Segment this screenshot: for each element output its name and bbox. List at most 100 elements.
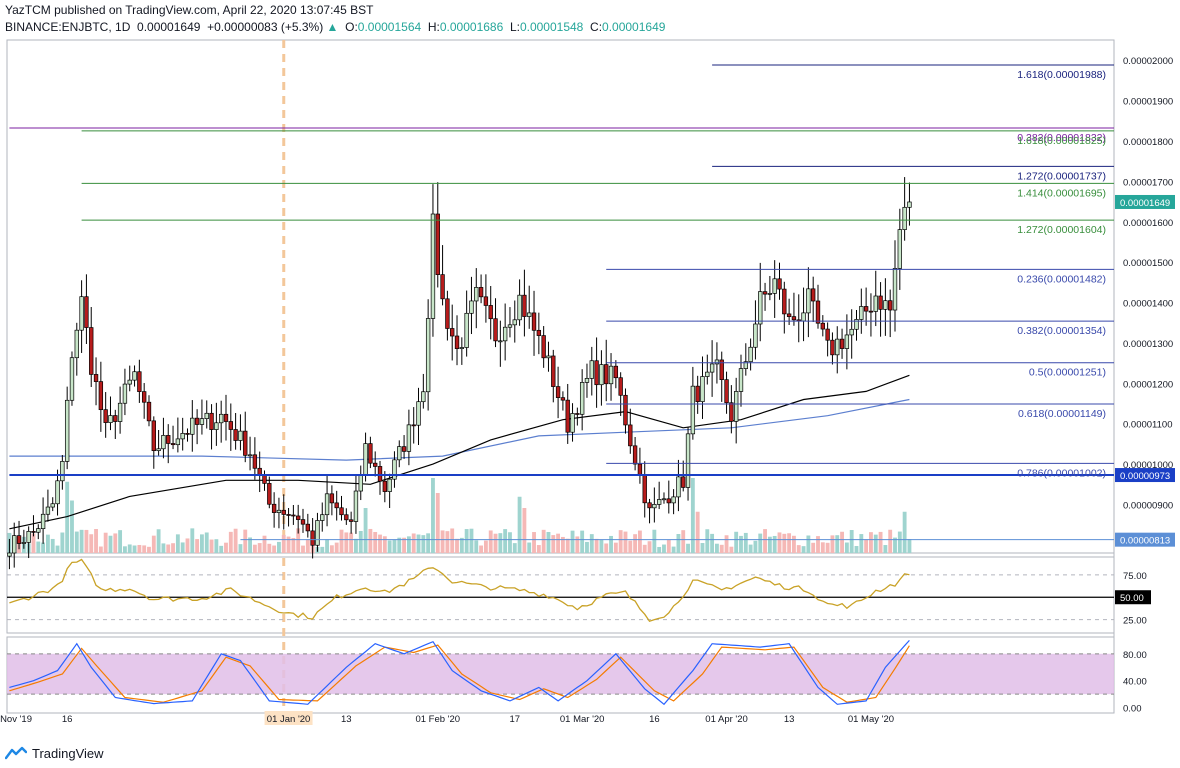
volume-bar — [103, 532, 108, 553]
candle-body — [695, 385, 700, 403]
candle-body — [637, 463, 643, 476]
volume-bar — [585, 541, 589, 553]
volume-bar — [782, 533, 787, 553]
candle-body — [108, 415, 113, 423]
rsi-tick-label: 75.00 — [1123, 571, 1147, 582]
candle-body — [541, 335, 546, 359]
volume-bar — [147, 546, 151, 553]
volume-bar — [411, 533, 416, 553]
candle-body — [719, 359, 724, 381]
candle-body — [79, 296, 84, 331]
candle-body — [459, 347, 465, 349]
ma-short-line — [9, 374, 910, 530]
volume-bar — [161, 543, 166, 553]
candle-body — [74, 329, 79, 359]
price-badge — [1115, 468, 1175, 483]
volume-bar — [849, 530, 854, 553]
volume-bar — [551, 535, 556, 553]
volume-bar — [859, 534, 864, 553]
candle-body — [873, 295, 878, 312]
candle-body — [262, 474, 267, 484]
tradingview-logo-icon[interactable] — [5, 746, 27, 760]
candle-body — [700, 376, 705, 403]
price-tick-label: 0.00000900 — [1123, 501, 1173, 512]
candle-body — [883, 300, 888, 310]
tradingview-brand[interactable]: TradingView — [32, 745, 104, 761]
volume-bar — [180, 542, 185, 553]
volume-bar — [546, 531, 551, 553]
volume-bar — [122, 546, 127, 553]
candle-body — [608, 365, 614, 385]
volume-bar — [532, 532, 536, 553]
candle-body — [902, 206, 907, 230]
volume-bar — [41, 542, 46, 553]
volume-bar — [175, 534, 180, 553]
time-tick-label: 04 Nov '19 — [0, 714, 32, 725]
candle-body — [801, 312, 806, 322]
volume-bar — [334, 542, 339, 553]
volume-bar — [277, 541, 281, 553]
volume-bar — [248, 537, 252, 553]
candle-body — [536, 329, 542, 336]
candle-body — [223, 413, 229, 422]
time-marker-badge — [264, 711, 313, 725]
footer: TradingView — [5, 742, 104, 764]
candle-body — [219, 413, 224, 424]
candle-body — [166, 435, 171, 444]
volume-bar — [459, 537, 464, 553]
volume-bar — [642, 544, 647, 553]
price-badge — [1115, 194, 1175, 209]
candle-body — [632, 445, 638, 465]
candle-body — [320, 514, 325, 521]
price-pane — [6, 39, 1115, 554]
candle-body — [570, 413, 575, 433]
price-tick-label: 0.00001100 — [1123, 420, 1173, 431]
price-tick-label: 0.00001600 — [1123, 218, 1173, 229]
candle-body — [445, 298, 450, 329]
candle-body — [892, 268, 898, 311]
candle-body — [344, 514, 349, 521]
volume-bar — [536, 545, 541, 553]
candle-body — [286, 514, 291, 516]
symbol-name[interactable]: BINANCE:ENJBTC, 1D — [5, 20, 131, 34]
volume-bar — [65, 481, 70, 553]
candle-body — [281, 509, 286, 515]
rsi-badge-label: 50.00 — [1120, 593, 1144, 604]
volume-bar — [796, 545, 801, 553]
volume-bar — [296, 528, 301, 553]
volume-bar — [763, 529, 767, 553]
fib-level-label: 0.5(0.00001251) — [1029, 367, 1106, 379]
candle-body — [113, 415, 118, 422]
low-label: L: — [509, 20, 520, 34]
candle-body — [103, 409, 108, 423]
volume-bar — [854, 546, 859, 553]
candle-body — [868, 310, 874, 313]
candle-body — [324, 493, 330, 516]
candle-body — [397, 446, 402, 461]
volume-bar — [127, 544, 132, 553]
candle-body — [64, 399, 70, 462]
volume-bar — [676, 534, 681, 553]
time-tick-label: 13 — [341, 714, 352, 725]
candle-body — [854, 319, 859, 330]
volume-bar — [151, 535, 156, 553]
candle-body — [194, 417, 200, 425]
volume-bar — [378, 534, 382, 553]
volume-bar — [435, 493, 440, 553]
candle-body — [878, 295, 883, 310]
candle-body — [551, 355, 556, 387]
candle-body — [743, 361, 748, 369]
candle-body — [276, 509, 282, 513]
volume-bar — [137, 544, 142, 553]
candle-body — [863, 306, 869, 312]
change-value: +0.00000083 (+5.3%) — [207, 20, 324, 34]
candle-body — [527, 312, 532, 317]
candle-body — [676, 476, 681, 498]
candle-body — [493, 318, 498, 342]
price-tick-label: 0.00001400 — [1123, 299, 1173, 310]
price-badge-label: 0.00001649 — [1120, 198, 1170, 209]
candle-body — [7, 552, 12, 557]
candle-body — [190, 417, 195, 435]
volume-bar — [835, 535, 840, 553]
